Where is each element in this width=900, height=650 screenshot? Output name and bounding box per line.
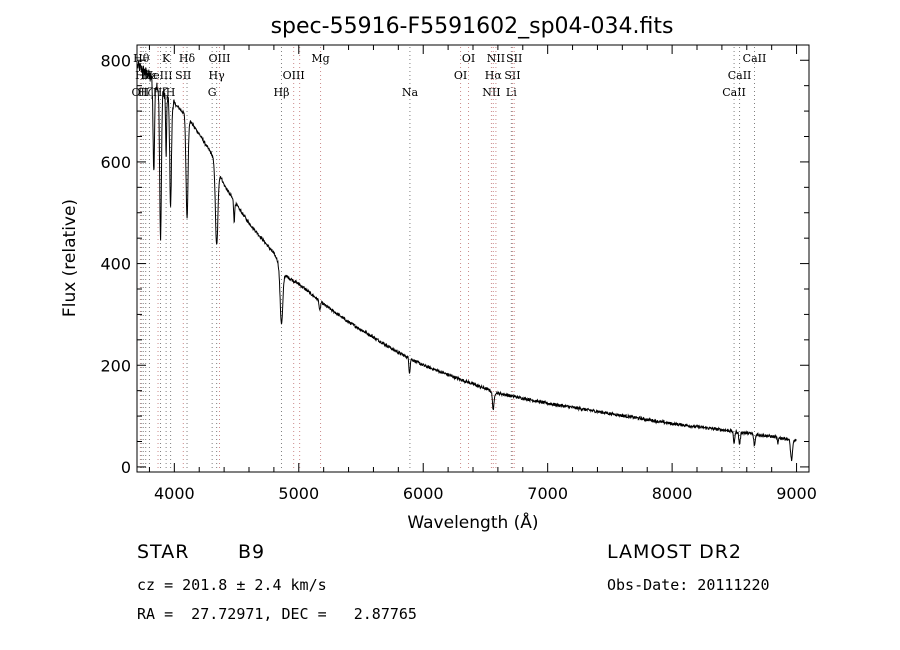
- line-marker-label: Hβ: [274, 86, 290, 99]
- object-subclass: B9: [238, 541, 266, 563]
- observation-date: Obs-Date: 20111220: [607, 576, 770, 594]
- x-tick-label: 6000: [403, 484, 444, 503]
- spectrum-line: [137, 61, 797, 462]
- line-marker-label: SII: [506, 52, 522, 65]
- survey-name: LAMOST DR2: [607, 541, 742, 563]
- y-axis: 0 200 400 600 800: [100, 51, 809, 477]
- y-tick-label: 200: [100, 356, 131, 375]
- line-marker-label: Hζ: [138, 86, 154, 99]
- redshift-value: cz = 201.8 ± 2.4 km/s: [137, 576, 327, 594]
- y-tick-label: 800: [100, 51, 131, 70]
- line-marker-label: OI: [454, 69, 467, 82]
- x-tick-label: 7000: [527, 484, 568, 503]
- coordinates: RA = 27.72971, DEC = 2.87765: [137, 605, 417, 623]
- line-marker-label: OIII: [283, 69, 305, 82]
- x-axis: 4000 5000 6000 7000 8000 9000: [148, 45, 817, 503]
- line-marker-label: OII: [132, 86, 150, 99]
- y-tick-label: 0: [121, 458, 131, 477]
- line-marker-label: SII: [175, 69, 191, 82]
- x-tick-label: 9000: [776, 484, 817, 503]
- x-tick-label: 8000: [652, 484, 693, 503]
- x-tick-label: 4000: [154, 484, 195, 503]
- plot-frame: [136, 44, 810, 473]
- line-marker-label: Hγ: [209, 69, 226, 82]
- x-tick-label: 5000: [278, 484, 319, 503]
- line-marker-label: CaII: [743, 52, 767, 65]
- line-marker-label: Hδ: [179, 52, 196, 65]
- line-marker-label: CaII: [728, 69, 752, 82]
- line-marker-label: OIII: [208, 52, 230, 65]
- chart-title: spec-55916-F5591602_sp04-034.fits: [271, 14, 674, 39]
- line-marker-label: NII: [482, 86, 500, 99]
- line-marker-label: K: [162, 52, 171, 65]
- object-class: STAR: [137, 541, 190, 563]
- line-marker-label: SII: [504, 69, 520, 82]
- y-tick-label: 400: [100, 255, 131, 274]
- line-markers: OIIHθHηHζHεNeIIIHζKHSIIHδGHγOIIIHβOIIIMg…: [132, 47, 767, 470]
- y-axis-label: Flux (relative): [60, 199, 80, 317]
- line-marker-label: Hα: [485, 69, 503, 82]
- x-axis-label: Wavelength (Å): [407, 511, 538, 533]
- line-marker-label: CaII: [722, 86, 746, 99]
- line-marker-label: Mg: [311, 52, 329, 65]
- y-tick-label: 600: [100, 153, 131, 172]
- line-marker-label: G: [208, 86, 217, 99]
- line-marker-label: Li: [506, 86, 517, 99]
- line-marker-label: NII: [487, 52, 505, 65]
- line-marker-label: H: [166, 86, 176, 99]
- spectrum-series: [137, 61, 797, 462]
- line-marker-label: Hθ: [133, 52, 150, 65]
- line-marker-label: OI: [462, 52, 475, 65]
- line-marker-label: Na: [402, 86, 419, 99]
